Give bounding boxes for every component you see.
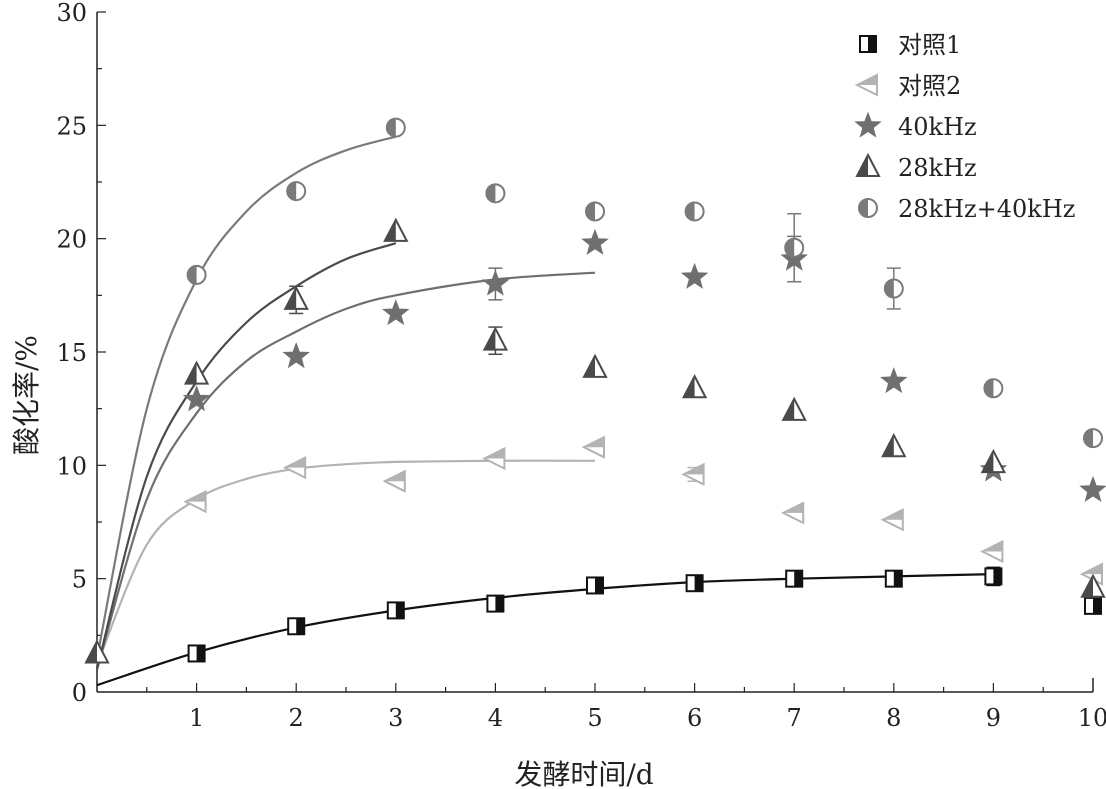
data-point (183, 489, 207, 514)
y-tick-label: 0 (72, 679, 87, 707)
data-point (1084, 596, 1102, 615)
x-tick-label: 9 (986, 704, 1001, 732)
data-point (485, 183, 506, 204)
data-point (482, 446, 506, 471)
data-point (386, 601, 405, 620)
fit-curve (95, 135, 397, 659)
fit-curve (95, 271, 596, 670)
x-tick-label: 8 (886, 704, 901, 732)
legend-marker (854, 73, 878, 97)
legend-label: 对照1 (898, 31, 961, 59)
data-point (785, 569, 804, 588)
data-point (382, 469, 406, 493)
data-point (685, 574, 704, 593)
data-point (880, 367, 908, 394)
data-point (881, 433, 907, 458)
data-point (186, 264, 207, 285)
x-tick-label: 6 (687, 704, 702, 732)
data-point (884, 569, 903, 588)
y-tick-label: 30 (56, 0, 87, 27)
data-point (681, 462, 705, 487)
data-point (585, 201, 605, 222)
fit-curve (96, 573, 994, 687)
data-point (486, 594, 505, 613)
fit-curves (95, 135, 994, 687)
data-point (983, 378, 1004, 399)
data-point (581, 228, 609, 255)
data-point (781, 396, 807, 421)
legend-label: 40kHz (898, 113, 977, 141)
data-point (84, 639, 110, 664)
data-point (581, 435, 605, 459)
data-point (780, 501, 805, 525)
x-tick-label: 10 (1078, 704, 1106, 732)
data-point (980, 539, 1004, 564)
y-tick-label: 25 (56, 112, 87, 140)
data-markers (84, 117, 1106, 664)
x-tick-label: 2 (289, 704, 304, 732)
data-point (383, 217, 409, 242)
x-axis-title: 发酵时间/d (514, 758, 653, 789)
y-tick-label: 5 (72, 566, 87, 594)
legend-marker (858, 198, 878, 218)
data-point (287, 617, 306, 636)
legend-marker (854, 111, 882, 138)
legend-label: 对照2 (898, 72, 961, 100)
data-point (1083, 428, 1103, 449)
data-point (980, 448, 1007, 474)
x-axis-ticks: 1 2 3 4 5 6 7 8 9 10 (146, 683, 1106, 732)
legend: 对照1 对照2 40kHz 28kHz 28kHz+40kHz (854, 31, 1075, 223)
fit-curve (95, 459, 596, 666)
data-point (883, 278, 904, 299)
data-point (182, 385, 211, 412)
y-axis-ticks: 0 5 10 15 20 25 30 (56, 0, 106, 707)
data-point (684, 201, 705, 222)
legend-label: 28kHz (898, 154, 977, 182)
data-point (880, 508, 904, 532)
data-point (1080, 573, 1106, 598)
data-point (183, 360, 210, 385)
data-point (283, 285, 309, 310)
data-point (481, 269, 510, 296)
data-point (282, 455, 307, 480)
legend-marker (859, 35, 877, 53)
y-axis-title: 酸化率/% (10, 335, 43, 455)
fit-curve (95, 242, 397, 670)
data-point (382, 299, 410, 326)
data-point (681, 374, 708, 399)
legend-marker (855, 152, 881, 177)
data-point (984, 567, 1003, 586)
x-tick-label: 3 (388, 704, 403, 732)
data-point (187, 644, 206, 663)
x-tick-label: 5 (587, 704, 602, 732)
data-point (586, 576, 604, 595)
data-point (1079, 475, 1106, 502)
error-bars (289, 212, 1001, 587)
x-tick-label: 7 (787, 704, 802, 732)
data-point (286, 181, 307, 202)
x-tick-label: 4 (488, 704, 503, 732)
data-point (385, 117, 406, 138)
y-tick-label: 10 (56, 452, 87, 480)
data-point (582, 353, 608, 378)
data-point (780, 244, 808, 271)
x-tick-label: 1 (189, 704, 204, 732)
legend-label: 28kHz+40kHz (898, 195, 1075, 223)
data-point (784, 237, 805, 258)
y-tick-label: 15 (56, 339, 87, 367)
data-point (282, 342, 310, 369)
data-point (482, 326, 509, 351)
data-point (680, 262, 709, 289)
y-tick-label: 20 (56, 226, 87, 254)
